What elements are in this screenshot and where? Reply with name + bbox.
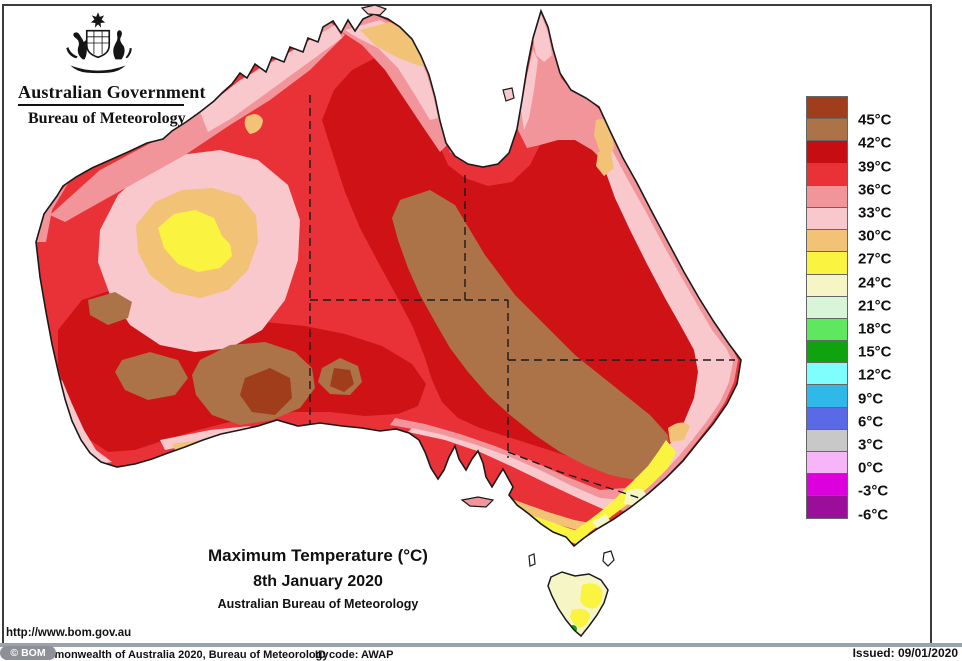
legend-label-11: 15°C xyxy=(858,343,892,361)
legend-label-18: -6°C xyxy=(858,506,889,524)
legend-label-17: -3°C xyxy=(858,482,889,500)
region-33-36-westcoast xyxy=(36,180,70,242)
emu-icon xyxy=(113,30,132,60)
region-24-27-tasmania-1 xyxy=(580,583,603,609)
kangaroo-icon xyxy=(66,32,89,60)
australian-coat-of-arms-icon xyxy=(66,12,132,74)
legend-swatch-5 xyxy=(806,206,848,231)
header-gov-title: Australian Government xyxy=(18,82,206,102)
legend-swatch-6 xyxy=(806,229,848,253)
legend-label-15: 3°C xyxy=(858,436,884,454)
region-42-45-wa-1 xyxy=(88,292,132,325)
legend-swatch-16 xyxy=(806,451,848,475)
caption-date: 8th January 2020 xyxy=(253,573,383,590)
legend-label-5: 33°C xyxy=(858,204,892,222)
legend-label-3: 39°C xyxy=(858,158,892,176)
legend-swatch-13 xyxy=(806,384,848,408)
region-21-24-gippsland-2 xyxy=(592,514,612,532)
legend-swatch-4 xyxy=(806,184,848,208)
wreath-base xyxy=(70,65,126,74)
legend-swatch-1 xyxy=(806,118,848,142)
legend-label-16: 0°C xyxy=(858,459,884,477)
id-code-text: ID code: AWAP xyxy=(315,649,394,661)
legend-label-6: 30°C xyxy=(858,227,892,245)
legend-label-9: 21°C xyxy=(858,297,892,315)
region-30-33-eastcoast xyxy=(600,148,733,488)
legend-label-7: 27°C xyxy=(858,250,892,268)
kangaroo-island xyxy=(460,496,495,508)
region-24-27-esperance xyxy=(180,446,230,456)
copyright-text: Commonwealth of Australia 2020, Bureau o… xyxy=(30,649,329,661)
commonwealth-star-icon xyxy=(90,12,106,28)
map-caption: Maximum Temperature (°C) 8th January 202… xyxy=(138,546,498,611)
legend-swatch-14 xyxy=(806,406,848,430)
melville-island xyxy=(360,4,388,16)
legend-label-14: 6°C xyxy=(858,413,884,431)
map-frame-border xyxy=(2,4,932,645)
region-33-36-south xyxy=(390,418,672,512)
region-30-33-kimberley xyxy=(200,25,342,132)
region-27-30-kimberley-spot xyxy=(244,114,263,134)
legend-swatch-2 xyxy=(806,140,848,164)
legend-swatch-7 xyxy=(806,251,848,275)
legend-label-12: 12°C xyxy=(858,366,892,384)
legend-swatch-9 xyxy=(806,295,848,319)
issued-date-text: Issued: 09/01/2020 xyxy=(852,646,958,660)
legend-swatches xyxy=(806,96,848,519)
legend-swatch-8 xyxy=(806,273,848,297)
bom-url-text: http://www.bom.gov.au xyxy=(6,627,132,639)
header-bureau-title: Bureau of Meteorology xyxy=(28,110,186,127)
shield-icon xyxy=(85,29,111,59)
footer-divider xyxy=(0,643,962,647)
legend-swatch-15 xyxy=(806,428,848,452)
region-33-36-topend xyxy=(333,14,447,152)
bom-watermark-badge: © BOM xyxy=(0,646,56,660)
flinders-island xyxy=(602,550,615,567)
legend-label-8: 24°C xyxy=(858,274,892,292)
state-borders xyxy=(309,95,735,501)
legend-label-2: 42°C xyxy=(858,134,892,152)
legend-swatch-11 xyxy=(806,340,848,364)
caption-title: Maximum Temperature (°C) xyxy=(208,546,428,565)
groote-eylandt xyxy=(502,87,515,102)
region-30-33-capeyork-tip xyxy=(533,14,552,62)
legend-swatch-0 xyxy=(806,96,848,120)
mainland-coastline xyxy=(35,8,742,548)
legend-swatch-12 xyxy=(806,362,848,386)
king-island xyxy=(528,553,536,567)
tasmania-coastline xyxy=(547,571,609,638)
legend-label-4: 36°C xyxy=(858,181,892,199)
region-45plus-wa-2 xyxy=(330,368,354,392)
legend-label-13: 9°C xyxy=(858,390,884,408)
region-42-45-central xyxy=(392,190,670,480)
shield-pattern xyxy=(86,30,110,55)
region-24-27-tasmania-2 xyxy=(570,608,590,628)
legend-swatch-3 xyxy=(806,162,848,186)
legend-swatch-17 xyxy=(806,473,848,497)
legend-swatch-10 xyxy=(806,317,848,342)
region-45plus-wa-1 xyxy=(240,368,292,415)
region-27-30-nsw-coast xyxy=(668,422,690,442)
region-27-30-topend-cap xyxy=(360,22,438,66)
region-42-45-wa-2 xyxy=(115,352,188,400)
legend-label-10: 18°C xyxy=(858,320,892,338)
legend-label-1: 45°C xyxy=(858,111,892,129)
legend-swatch-18 xyxy=(806,495,848,519)
region-27-30-qld-coast-2 xyxy=(596,150,614,176)
caption-org: Australian Bureau of Meteorology xyxy=(217,597,419,611)
header-divider xyxy=(18,104,184,106)
region-30-33-south xyxy=(408,428,622,510)
region-24-27-wa-anomaly xyxy=(158,210,232,272)
region-30-33-capeyork-west xyxy=(521,50,538,130)
